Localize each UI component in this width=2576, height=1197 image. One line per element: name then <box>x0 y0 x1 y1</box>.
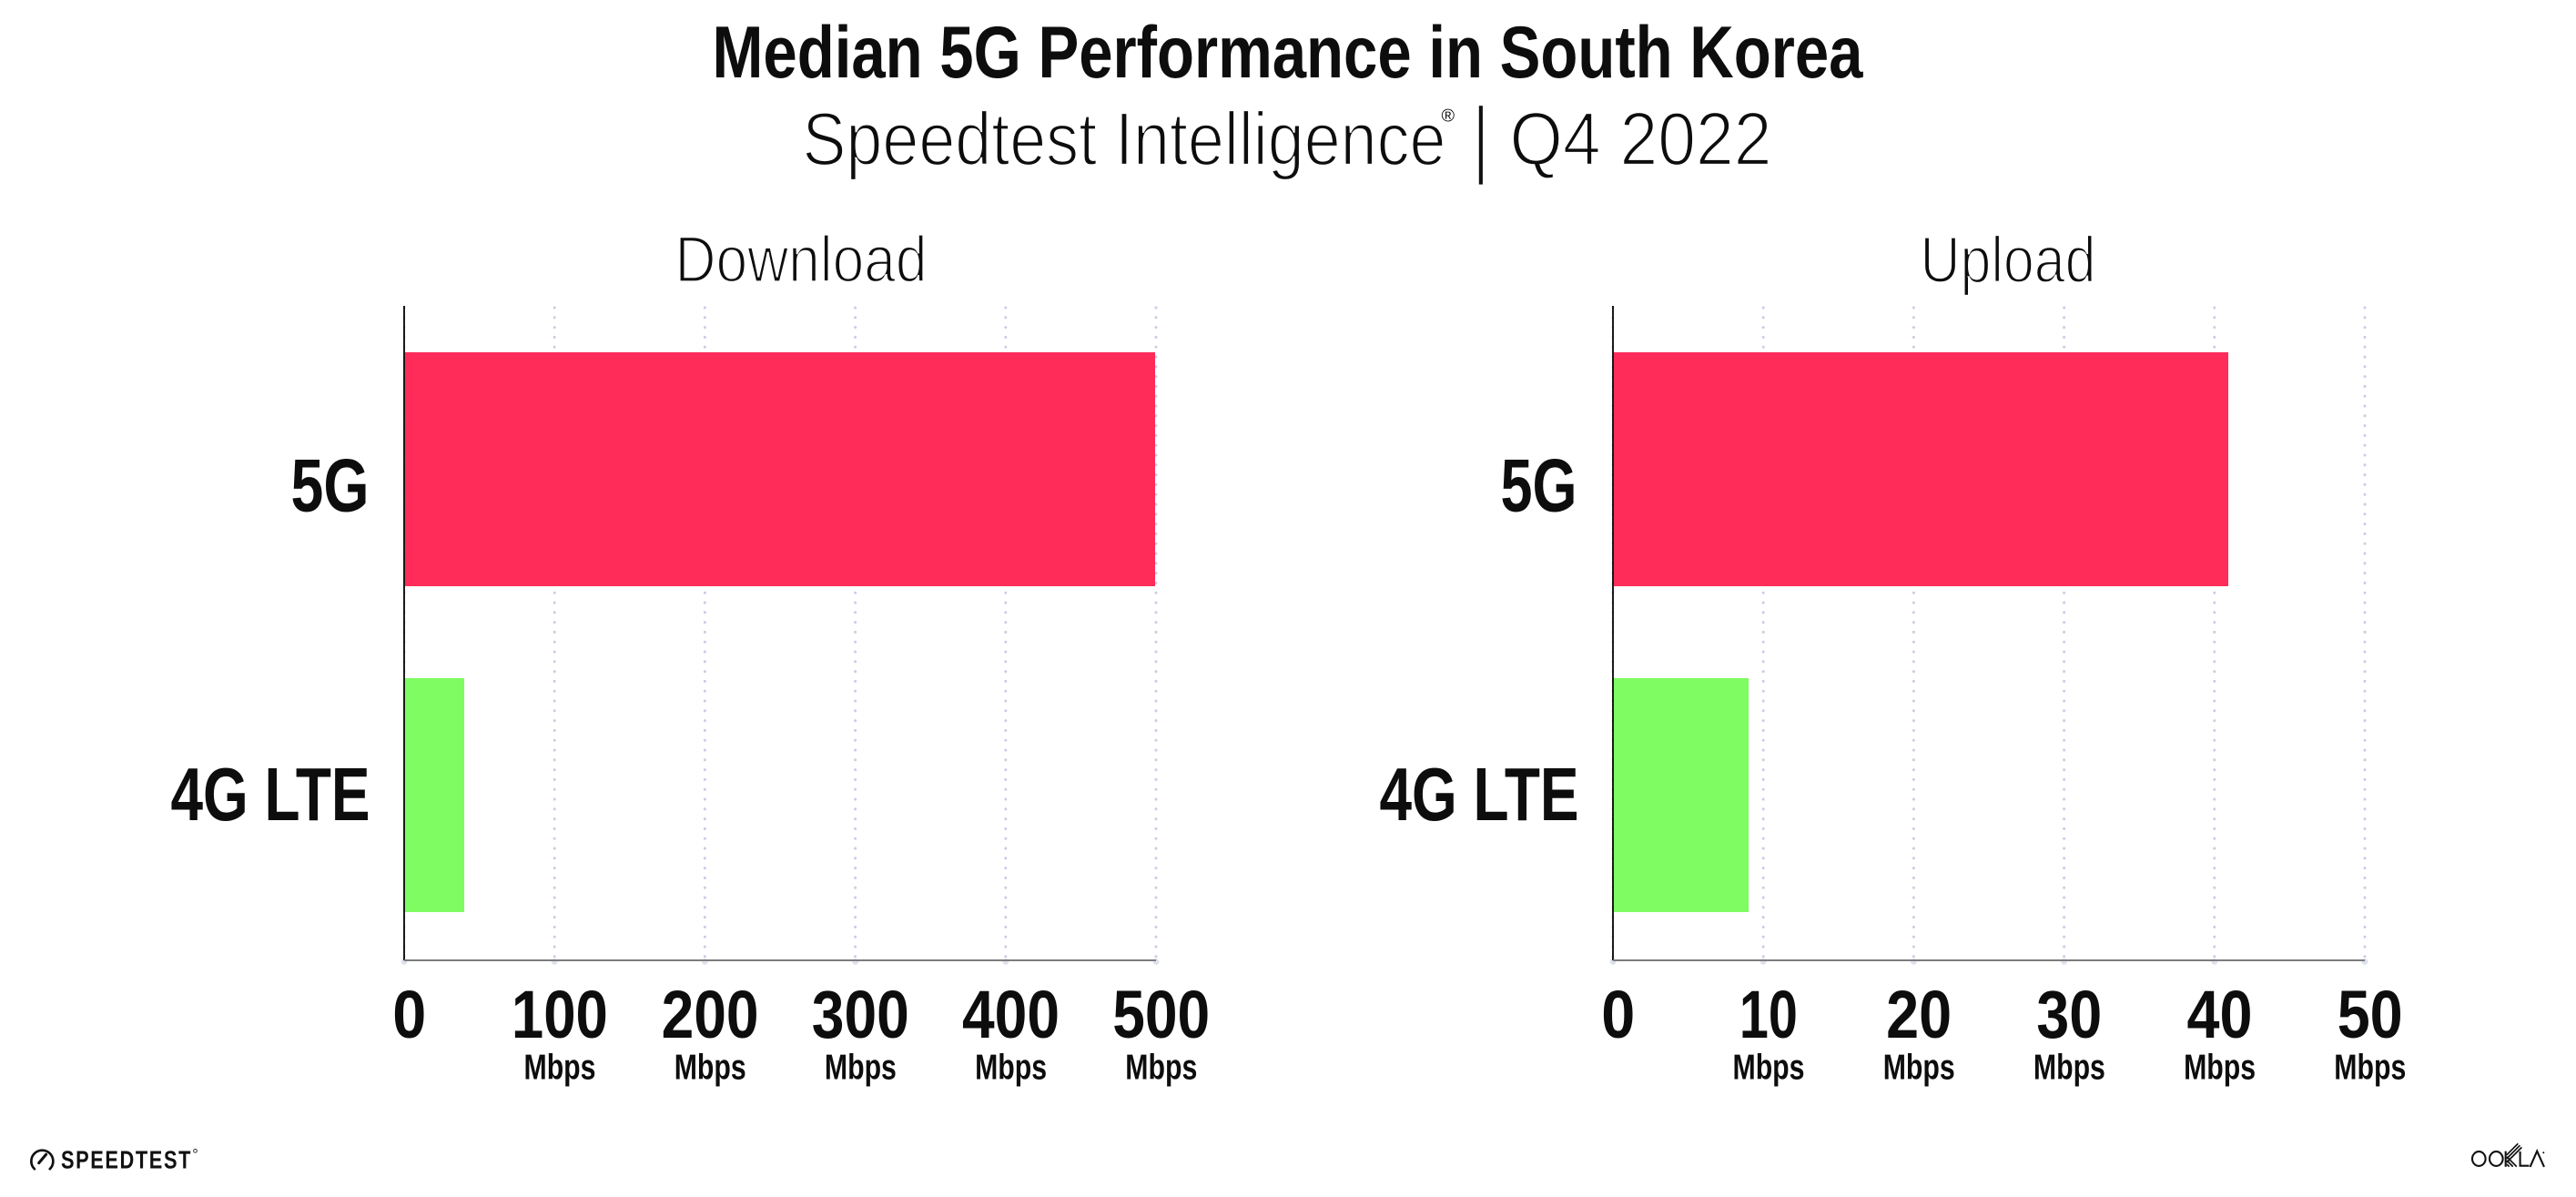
svg-text:5G: 5G <box>291 444 370 528</box>
svg-text:Upload: Upload <box>1921 225 2096 297</box>
svg-text:4G LTE: 4G LTE <box>1380 753 1579 837</box>
svg-text:20: 20 <box>1886 977 1952 1052</box>
svg-text:50: 50 <box>2338 977 2403 1052</box>
svg-text:100: 100 <box>512 977 608 1052</box>
svg-text:Mbps: Mbps <box>825 1048 897 1087</box>
svg-text:4G LTE: 4G LTE <box>171 753 370 837</box>
svg-text:40: 40 <box>2187 977 2253 1052</box>
svg-text:SPEEDTEST: SPEEDTEST <box>61 1145 192 1173</box>
svg-text:Mbps: Mbps <box>975 1048 1047 1087</box>
svg-text:Median 5G Performance in South: Median 5G Performance in South Korea <box>713 12 1864 94</box>
svg-text:Download: Download <box>675 225 928 297</box>
svg-text:Mbps: Mbps <box>2033 1048 2105 1087</box>
svg-text:Mbps: Mbps <box>674 1048 746 1087</box>
svg-text:10: 10 <box>1739 977 1798 1052</box>
svg-text:Mbps: Mbps <box>2184 1048 2256 1087</box>
svg-text:®: ® <box>1442 107 1455 126</box>
svg-text:Speedtest Intelligence: Speedtest Intelligence <box>803 96 1446 181</box>
svg-text:Mbps: Mbps <box>1733 1048 1805 1087</box>
svg-text:400: 400 <box>962 977 1060 1052</box>
svg-text:Mbps: Mbps <box>524 1048 596 1087</box>
svg-text:5G: 5G <box>1501 444 1577 528</box>
svg-text:0: 0 <box>392 977 426 1052</box>
svg-text:30: 30 <box>2036 977 2102 1052</box>
svg-text:Mbps: Mbps <box>1125 1048 1197 1087</box>
svg-text:0: 0 <box>1601 977 1635 1052</box>
svg-text:200: 200 <box>662 977 759 1052</box>
svg-text:Mbps: Mbps <box>2334 1048 2406 1087</box>
svg-text:500: 500 <box>1112 977 1210 1052</box>
svg-text:300: 300 <box>812 977 909 1052</box>
svg-text:Mbps: Mbps <box>1883 1048 1955 1087</box>
svg-text:Q4 2022: Q4 2022 <box>1510 96 1772 181</box>
